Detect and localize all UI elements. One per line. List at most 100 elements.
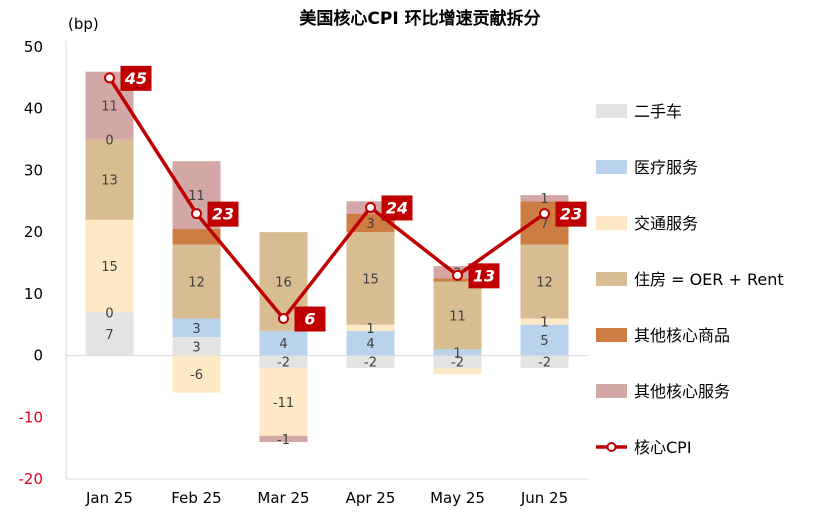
y-tick-label: 10 bbox=[24, 285, 43, 303]
bar-segment bbox=[172, 318, 221, 338]
segment-value-label: -1 bbox=[277, 433, 290, 448]
segment-value-label: 1 bbox=[453, 346, 461, 361]
x-tick-label: Jan 25 bbox=[85, 489, 133, 507]
bar-segment bbox=[172, 229, 221, 245]
bar-segment bbox=[259, 330, 308, 356]
segment-value-label: 13 bbox=[101, 174, 118, 189]
bar-segment bbox=[172, 244, 221, 319]
legend-line-marker bbox=[606, 442, 617, 452]
x-tick-label: Feb 25 bbox=[171, 489, 221, 507]
legend-swatch bbox=[596, 160, 627, 174]
bar-segment bbox=[433, 367, 482, 375]
core-cpi-label-box bbox=[555, 201, 587, 227]
core-cpi-label-box bbox=[207, 201, 239, 227]
segment-value-label: 11 bbox=[449, 309, 466, 324]
bar-segment bbox=[85, 219, 134, 313]
segment-value-label: 11 bbox=[188, 189, 205, 204]
bar-segment bbox=[520, 324, 569, 356]
bar-segment bbox=[259, 435, 308, 442]
bar-segment bbox=[520, 318, 569, 325]
core-cpi-label-box bbox=[294, 306, 326, 332]
segment-value-label: 3 bbox=[192, 322, 200, 337]
bar-segment bbox=[433, 349, 482, 356]
bar-segment bbox=[172, 355, 221, 393]
legend-label: 住房 = OER + Rent bbox=[634, 270, 784, 289]
segment-value-label: 1 bbox=[366, 322, 374, 337]
core-cpi-value-label: 23 bbox=[560, 205, 582, 224]
core-cpi-label-box bbox=[468, 263, 500, 289]
bar-segment bbox=[520, 195, 569, 202]
core-cpi-point bbox=[365, 201, 376, 213]
core-cpi-value-label: 23 bbox=[212, 205, 234, 224]
bar-segment bbox=[346, 232, 395, 325]
bar-segment bbox=[259, 355, 308, 368]
chart-title: 美国核心CPI 环比增速贡献拆分 bbox=[299, 8, 540, 29]
segment-value-label: 12 bbox=[536, 276, 553, 291]
segment-value-label: 7 bbox=[540, 217, 548, 232]
y-tick-label: 20 bbox=[24, 223, 43, 241]
x-tick-label: Apr 25 bbox=[346, 489, 396, 507]
segment-value-label: -2 bbox=[451, 356, 464, 371]
legend-label: 其他核心商品 bbox=[634, 326, 730, 345]
legend-swatch bbox=[596, 328, 627, 342]
bar-segment bbox=[433, 281, 482, 350]
segment-value-label: -11 bbox=[273, 396, 294, 411]
core-cpi-point bbox=[104, 72, 115, 84]
segment-value-label: -2 bbox=[277, 356, 290, 371]
segment-value-label: -2 bbox=[538, 356, 551, 371]
segment-value-label: 12 bbox=[188, 276, 205, 291]
core-cpi-value-label: 13 bbox=[473, 266, 495, 285]
segment-value-label: 15 bbox=[101, 260, 118, 275]
segment-value-label: 1 bbox=[540, 192, 548, 207]
legend-swatch bbox=[596, 384, 627, 398]
legend-label: 二手车 bbox=[634, 102, 682, 121]
y-tick-label: 40 bbox=[24, 100, 43, 118]
legend-label: 医疗服务 bbox=[634, 158, 698, 177]
x-tick-label: May 25 bbox=[430, 489, 485, 507]
segment-value-label: 0 bbox=[105, 134, 113, 149]
segment-value-label: 5 bbox=[540, 334, 548, 349]
legend-label: 其他核心服务 bbox=[634, 382, 730, 401]
bar-segment bbox=[259, 367, 308, 436]
legend-swatch bbox=[596, 104, 627, 118]
segment-value-label: 0 bbox=[105, 306, 113, 321]
y-tick-label: 0 bbox=[33, 347, 43, 365]
segment-value-label: 15 bbox=[362, 272, 379, 287]
legend-label: 交通服务 bbox=[634, 214, 698, 233]
segment-value-label: 1 bbox=[540, 316, 548, 331]
legend-swatch bbox=[596, 272, 627, 286]
bar-segment bbox=[433, 355, 482, 368]
bar-segment bbox=[85, 139, 134, 220]
core-cpi-value-label: 45 bbox=[124, 69, 147, 88]
core-cpi-point bbox=[278, 313, 289, 325]
y-tick-label: -20 bbox=[19, 470, 44, 488]
legend-label: 核心CPI bbox=[634, 438, 692, 457]
bar-segment bbox=[346, 355, 395, 368]
legend-swatch bbox=[596, 216, 627, 230]
bar-segment bbox=[346, 330, 395, 356]
y-tick-label: 30 bbox=[24, 161, 43, 179]
bar-segment bbox=[85, 312, 134, 356]
bar-segment bbox=[520, 244, 569, 319]
bar-segment bbox=[172, 337, 221, 356]
bar-segment bbox=[346, 324, 395, 331]
core-cpi-label-box bbox=[381, 195, 413, 221]
core-cpi-label-box bbox=[120, 65, 152, 91]
segment-value-label: 16 bbox=[275, 276, 292, 291]
x-tick-label: Mar 25 bbox=[257, 489, 309, 507]
y-tick-label: -10 bbox=[19, 408, 44, 426]
core-cpi-value-label: 6 bbox=[304, 310, 315, 329]
segment-value-label: 4 bbox=[366, 337, 374, 352]
segment-value-label: 7 bbox=[105, 328, 113, 343]
core-cpi-point bbox=[452, 269, 463, 281]
bar-segment bbox=[520, 355, 569, 368]
segment-value-label: 3 bbox=[192, 340, 200, 355]
core-cpi-value-label: 24 bbox=[386, 198, 408, 217]
segment-value-label: 3 bbox=[366, 217, 374, 232]
segment-value-label: 4 bbox=[279, 337, 287, 352]
x-tick-label: Jun 25 bbox=[520, 489, 568, 507]
segment-value-label: -2 bbox=[364, 356, 377, 371]
